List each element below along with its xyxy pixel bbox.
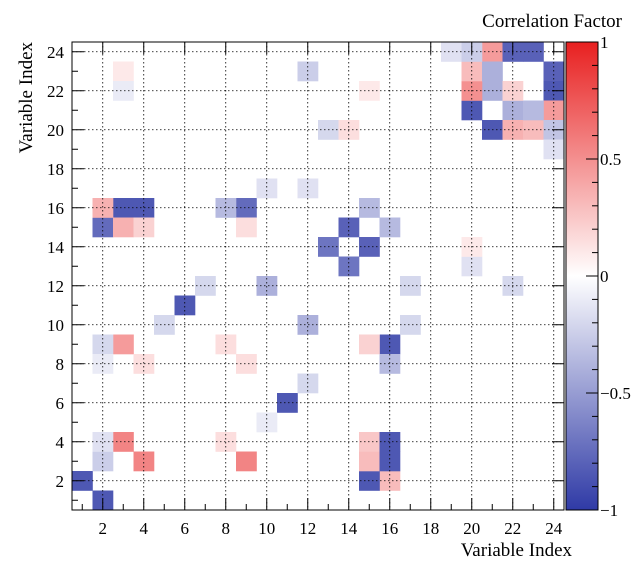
x-tick-label: 24 — [545, 519, 563, 538]
heatmap-cell — [379, 354, 401, 374]
heatmap-cell — [215, 198, 237, 218]
heatmap-cell — [133, 198, 155, 218]
heatmap-cell — [379, 334, 401, 355]
x-tick-label: 20 — [463, 519, 480, 538]
colorbar-tick-label: −0.5 — [600, 384, 631, 403]
y-tick-label: 18 — [47, 160, 64, 179]
x-tick-label: 16 — [381, 519, 398, 538]
colorbar-title: Correlation Factor — [482, 11, 622, 32]
heatmap-cell — [215, 334, 237, 355]
heatmap-cell — [215, 432, 237, 452]
heatmap-cell — [256, 276, 278, 296]
y-tick-label: 2 — [56, 472, 65, 491]
y-tick-label: 14 — [47, 238, 65, 257]
heatmap-cell — [174, 295, 196, 316]
x-axis-ticks: 2 4 6 8 10 12 14 16 18 20 22 24 — [81, 42, 563, 538]
heatmap-cell — [236, 451, 257, 472]
heatmap-cell — [113, 217, 134, 238]
heatmap-cell — [359, 451, 380, 472]
x-tick-label: 12 — [299, 519, 316, 538]
y-tick-label: 4 — [56, 433, 65, 452]
heatmap-cell — [543, 139, 565, 160]
x-tick-label: 22 — [504, 519, 521, 538]
heatmap-cell — [236, 217, 257, 238]
colorbar-tick-label: 0.5 — [600, 150, 621, 169]
y-tick-label: 20 — [47, 121, 64, 140]
heatmap-cell — [379, 471, 401, 491]
y-tick-label: 8 — [56, 355, 65, 374]
colorbar-tick-label: 1 — [600, 33, 609, 52]
heatmap-cell — [523, 100, 544, 121]
heatmap-cell — [92, 334, 114, 355]
x-tick-label: 14 — [340, 519, 358, 538]
y-tick-label: 6 — [56, 394, 65, 413]
y-tick-label: 22 — [47, 82, 64, 101]
heatmap-cell — [297, 315, 319, 335]
x-tick-label: 8 — [222, 519, 231, 538]
heatmap-cell — [297, 178, 319, 199]
plot-frame — [71, 41, 565, 511]
heatmap-cell — [482, 61, 503, 82]
heatmap-cell — [133, 451, 155, 472]
heatmap-cell — [113, 61, 134, 82]
y-tick-label: 10 — [47, 316, 64, 335]
colorbar-tick-label: −1 — [600, 501, 618, 520]
heatmap-cell — [236, 354, 257, 374]
heatmap-cell — [92, 354, 114, 374]
x-axis-label: Variable Index — [461, 540, 573, 561]
heatmap-cell — [441, 42, 462, 62]
heatmap-cell — [113, 198, 134, 218]
heatmap-cell — [92, 432, 114, 452]
plot-background — [72, 42, 564, 510]
heatmap-cell — [400, 276, 421, 296]
heatmap-cell — [236, 198, 257, 218]
x-tick-label: 18 — [422, 519, 439, 538]
y-tick-label: 12 — [47, 277, 64, 296]
x-tick-label: 4 — [140, 519, 149, 538]
colorbar-ticks: 1 0.5 0 −0.5 −1 — [586, 33, 631, 520]
heatmap-cell — [113, 432, 134, 452]
heatmap-cell — [256, 178, 278, 199]
heatmap-cell — [133, 354, 155, 374]
y-tick-label: 24 — [47, 43, 65, 62]
x-tick-label: 10 — [258, 519, 275, 538]
heatmap-cell — [379, 432, 401, 452]
heatmap-cell — [379, 451, 401, 472]
heatmap-cell — [113, 334, 134, 355]
colorbar-tick-label: 0 — [600, 267, 609, 286]
heatmap-cell — [277, 393, 298, 413]
heatmap-cell — [113, 81, 134, 101]
x-tick-label: 6 — [181, 519, 190, 538]
x-tick-label: 2 — [99, 519, 108, 538]
heatmap-cell — [400, 315, 421, 335]
heatmap-cell — [92, 451, 114, 472]
y-tick-label: 16 — [47, 199, 64, 218]
y-axis-label: Variable Index — [16, 42, 37, 154]
heatmap-cell — [359, 334, 380, 355]
heatmap-cell — [92, 198, 114, 218]
